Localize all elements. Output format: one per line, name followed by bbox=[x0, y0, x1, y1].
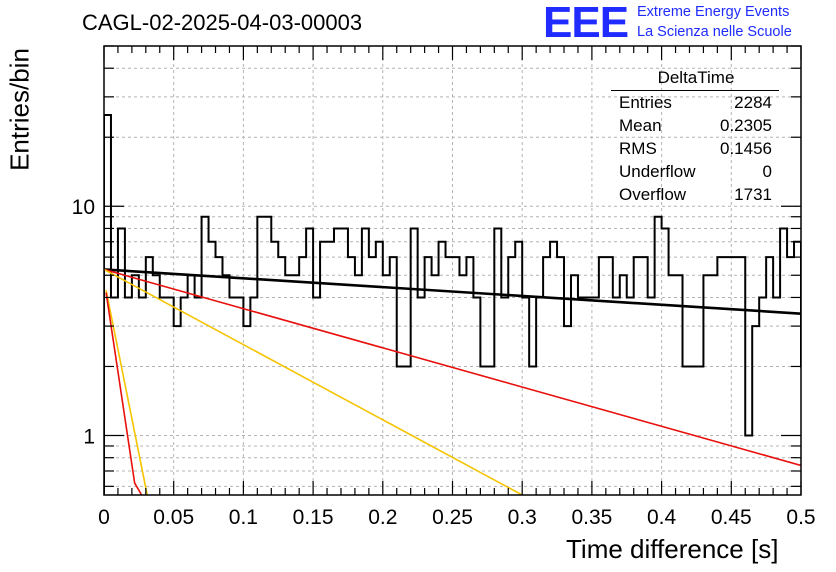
eee-logo: EEE bbox=[543, 0, 629, 47]
stat-name: Entries bbox=[619, 93, 672, 112]
run-title: CAGL-02-2025-04-03-00003 bbox=[82, 10, 363, 35]
x-tick-label: 0.5 bbox=[786, 506, 815, 529]
x-tick-label: 0.3 bbox=[508, 506, 537, 529]
y-axis-label: Entries/bin bbox=[4, 48, 35, 171]
x-tick-label: 0.15 bbox=[293, 506, 334, 529]
stat-name: Mean bbox=[619, 116, 662, 135]
x-tick-label: 0 bbox=[98, 506, 110, 529]
x-tick-label: 0.4 bbox=[647, 506, 677, 529]
fit-line-3 bbox=[104, 268, 523, 495]
stat-value: 0.2305 bbox=[720, 116, 772, 135]
stat-row-entries: Entries 2284 bbox=[619, 92, 772, 114]
stats-divider bbox=[611, 90, 779, 91]
y-tick-label: 1 bbox=[83, 425, 95, 448]
x-tick-label: 0.2 bbox=[368, 506, 397, 529]
stat-name: Underflow bbox=[619, 162, 696, 181]
fit-line-1 bbox=[104, 268, 801, 315]
stat-value: 0.1456 bbox=[720, 139, 772, 158]
stat-row-overflow: Overflow 1731 bbox=[619, 184, 772, 206]
stat-value: 1731 bbox=[734, 185, 772, 204]
x-tick-label: 0.1 bbox=[229, 506, 258, 529]
x-tick-label: 0.35 bbox=[571, 506, 612, 529]
y-tick-label: 10 bbox=[72, 196, 95, 219]
stat-value: 2284 bbox=[734, 93, 772, 112]
stat-row-mean: Mean 0.2305 bbox=[619, 115, 772, 137]
x-axis-label: Time difference [s] bbox=[566, 534, 779, 564]
x-tick-label: 0.45 bbox=[711, 506, 752, 529]
fit-line-2 bbox=[104, 268, 801, 467]
fit-line-5 bbox=[105, 292, 143, 495]
histogram-bars bbox=[104, 114, 801, 495]
stats-title: DeltaTime bbox=[657, 68, 735, 87]
stat-row-underflow: Underflow 0 bbox=[619, 161, 772, 183]
stat-value: 0 bbox=[762, 162, 772, 181]
stat-name: Overflow bbox=[619, 185, 687, 204]
logo-line-1: Extreme Energy Events bbox=[637, 4, 790, 20]
x-tick-label: 0.25 bbox=[432, 506, 473, 529]
fit-line-4 bbox=[105, 290, 148, 495]
x-tick-label: 0.05 bbox=[153, 506, 194, 529]
stat-row-rms: RMS 0.1456 bbox=[619, 138, 772, 160]
stat-name: RMS bbox=[619, 139, 657, 158]
logo-line-2: La Scienza nelle Scuole bbox=[637, 24, 792, 40]
